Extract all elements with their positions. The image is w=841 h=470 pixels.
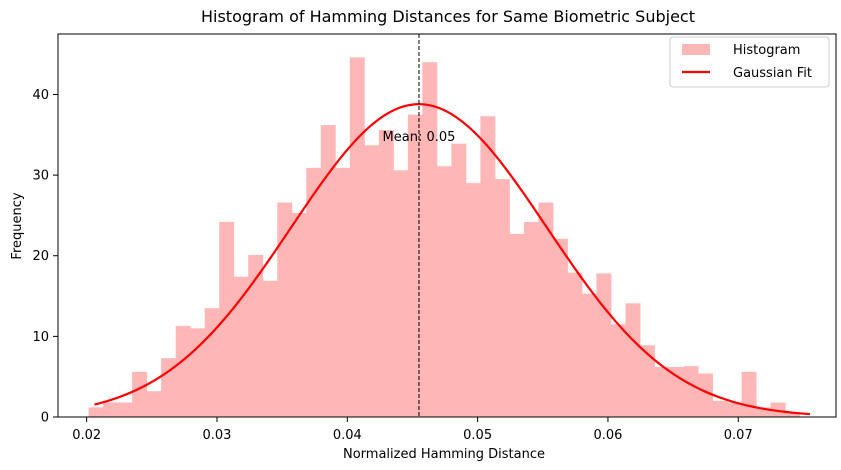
plot-frame — [57, 33, 837, 418]
y-tick-label: 0 — [41, 411, 49, 426]
histogram-bar — [451, 143, 467, 418]
histogram-bar — [204, 308, 220, 417]
histogram-bar — [756, 407, 772, 417]
histogram-bar — [407, 114, 423, 417]
gaussian-fit-layer — [94, 34, 811, 417]
x-tick-label: 0.03 — [203, 428, 232, 443]
histogram-bar — [741, 371, 757, 417]
histogram-bar — [567, 272, 583, 417]
histogram-bar — [146, 391, 162, 417]
histogram-bar — [683, 366, 699, 417]
histogram-bar — [88, 407, 104, 417]
histogram-bar — [625, 303, 641, 417]
histogram-bar — [712, 400, 728, 417]
annotation-layer: Mean: 0.05 — [383, 130, 456, 145]
histogram-bar — [494, 179, 510, 417]
chart-title: Histogram of Hamming Distances for Same … — [201, 7, 695, 26]
x-tick-label: 0.07 — [724, 428, 753, 443]
histogram-bar — [640, 345, 655, 417]
histogram-bar — [364, 145, 380, 417]
histogram-bar — [132, 371, 148, 417]
x-axis-label: Normalized Hamming Distance — [343, 447, 545, 462]
legend-histogram-label: Histogram — [733, 43, 800, 58]
histogram-bar — [785, 412, 801, 417]
histogram-bar — [291, 213, 307, 417]
histogram-bar — [770, 402, 786, 417]
x-tick-label: 0.02 — [72, 428, 101, 443]
x-tick-label: 0.05 — [463, 428, 492, 443]
histogram-bar — [669, 367, 684, 417]
histogram-bar — [538, 202, 554, 417]
histogram-bar — [320, 125, 336, 418]
histogram-bar — [509, 233, 525, 417]
histogram-bar — [103, 402, 119, 417]
legend-histogram-swatch — [682, 44, 710, 55]
legend: Histogram Gaussian Fit — [669, 36, 830, 88]
histogram-bar — [523, 221, 539, 417]
histogram-bar — [465, 183, 481, 417]
gaussian-fit-line — [94, 103, 811, 416]
histogram-bar — [552, 238, 568, 417]
histogram-bar — [727, 402, 743, 417]
histogram-bar — [436, 166, 452, 417]
y-tick-label: 40 — [32, 88, 49, 103]
histogram-bar — [596, 273, 612, 417]
histogram-bar — [422, 62, 438, 417]
histogram-bar — [581, 293, 597, 417]
histogram-bar — [277, 202, 293, 417]
y-tick-label: 10 — [32, 330, 49, 345]
histogram-bar — [698, 373, 713, 417]
x-axis: 0.02 0.03 0.04 0.05 0.06 0.07 — [72, 417, 753, 443]
legend-gaussian-label: Gaussian Fit — [733, 66, 812, 81]
histogram-bar — [306, 167, 322, 417]
histogram-bar — [378, 129, 394, 417]
histogram-bar — [219, 221, 235, 417]
histogram-bar — [248, 254, 264, 417]
histogram-bar — [335, 167, 351, 417]
histogram-bar — [393, 170, 409, 417]
x-tick-label: 0.06 — [593, 428, 622, 443]
histogram-bar — [654, 367, 670, 417]
histogram-bar — [349, 57, 365, 418]
histogram-bar — [175, 325, 191, 417]
y-tick-label: 30 — [32, 169, 49, 184]
y-axis-label: Frequency — [10, 192, 25, 259]
x-tick-label: 0.04 — [333, 428, 362, 443]
y-axis: 0 10 20 30 40 — [32, 88, 58, 426]
y-tick-label: 20 — [32, 249, 49, 264]
histogram-bar — [480, 116, 496, 418]
histogram-bar — [262, 280, 278, 417]
histogram-bar — [611, 324, 626, 417]
histogram-bar — [117, 402, 133, 417]
histogram-bar — [233, 276, 249, 417]
mean-annotation: Mean: 0.05 — [383, 130, 456, 145]
